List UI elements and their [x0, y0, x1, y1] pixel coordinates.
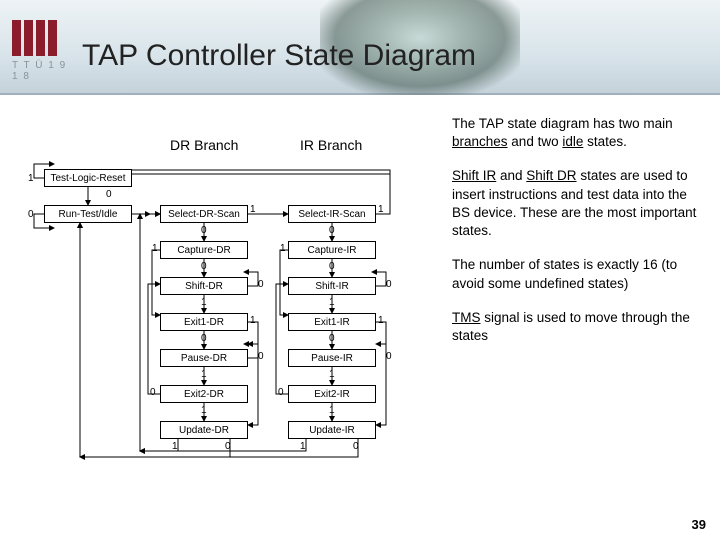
state-sir: Select-IR-Scan — [288, 205, 376, 223]
state-e1dr: Exit1-DR — [160, 313, 248, 331]
state-e1ir: Exit1-IR — [288, 313, 376, 331]
edge-label: 0 — [258, 351, 264, 362]
edge-label: 0 — [329, 333, 335, 344]
state-cir: Capture-IR — [288, 241, 376, 259]
state-shir: Shift-IR — [288, 277, 376, 295]
edge-label: 0 — [201, 333, 207, 344]
edge-label: 0 — [353, 441, 359, 452]
edge-label: 0 — [106, 189, 112, 200]
para-4: TMS signal is used to move through the s… — [452, 309, 705, 345]
slide-body: DR Branch IR Branch — [0, 95, 720, 540]
para-3: The number of states is exactly 16 (to a… — [452, 256, 705, 292]
p4b: signal is used to move through the state… — [452, 310, 690, 343]
state-diagram: DR Branch IR Branch — [10, 115, 440, 525]
state-uir: Update-IR — [288, 421, 376, 439]
p2c: Shift DR — [526, 168, 576, 183]
edge-label: 0 — [150, 387, 156, 398]
edge-label: 0 — [258, 279, 264, 290]
edge-label: 1 — [152, 243, 158, 254]
edge-label: 1 — [201, 405, 207, 416]
p4a: TMS — [452, 310, 481, 325]
edge-label: 1 — [28, 173, 34, 184]
logo-bar — [36, 20, 45, 56]
edge-label: 0 — [329, 261, 335, 272]
para-1: The TAP state diagram has two main branc… — [452, 115, 705, 151]
p1c: and two — [508, 134, 563, 149]
edge-label: 1 — [172, 441, 178, 452]
edge-label: 1 — [329, 405, 335, 416]
state-rti: Run-Test/Idle — [44, 205, 132, 223]
logo-text: T T Ü 1 9 1 8 — [12, 60, 67, 82]
edge-label: 1 — [378, 204, 384, 215]
edge-label: 1 — [378, 315, 384, 326]
edge-label: 0 — [201, 225, 207, 236]
para-2: Shift IR and Shift DR states are used to… — [452, 167, 705, 240]
edge-label: 1 — [329, 369, 335, 380]
institution-logo: T T Ü 1 9 1 8 — [12, 20, 67, 80]
edge-label: 0 — [278, 387, 284, 398]
edge-label: 0 — [28, 209, 34, 220]
p1b: branches — [452, 134, 508, 149]
state-tlr: Test-Logic-Reset — [44, 169, 132, 187]
state-e2ir: Exit2-IR — [288, 385, 376, 403]
state-pir: Pause-IR — [288, 349, 376, 367]
state-udr: Update-DR — [160, 421, 248, 439]
state-e2dr: Exit2-DR — [160, 385, 248, 403]
logo-bar — [48, 20, 57, 56]
edge-label: 0 — [386, 351, 392, 362]
description-column: The TAP state diagram has two main branc… — [452, 115, 705, 361]
edge-label: 0 — [201, 261, 207, 272]
edge-label: 1 — [300, 441, 306, 452]
logo-bar — [24, 20, 33, 56]
edge-label: 0 — [225, 441, 231, 452]
ir-branch-label: IR Branch — [300, 137, 362, 153]
p1a: The TAP state diagram has two main — [452, 116, 673, 131]
state-pdr: Pause-DR — [160, 349, 248, 367]
edge-label: 1 — [329, 297, 335, 308]
edge-label: 0 — [386, 279, 392, 290]
dr-branch-label: DR Branch — [170, 137, 238, 153]
logo-bar — [12, 20, 21, 56]
state-cdr: Capture-DR — [160, 241, 248, 259]
state-sdr: Select-DR-Scan — [160, 205, 248, 223]
p2b: and — [496, 168, 526, 183]
edge-label: 0 — [329, 225, 335, 236]
p1d: idle — [562, 134, 583, 149]
edge-label: 1 — [250, 315, 256, 326]
edge-label: 1 — [280, 243, 286, 254]
slide-header: T T Ü 1 9 1 8 TAP Controller State Diagr… — [0, 0, 720, 95]
edge-label: 1 — [201, 297, 207, 308]
p1e: states. — [583, 134, 627, 149]
slide-number: 39 — [692, 517, 706, 532]
edge-label: 1 — [201, 369, 207, 380]
state-shdr: Shift-DR — [160, 277, 248, 295]
slide-title: TAP Controller State Diagram — [82, 39, 476, 73]
p2a: Shift IR — [452, 168, 496, 183]
edge-label: 1 — [250, 204, 256, 215]
